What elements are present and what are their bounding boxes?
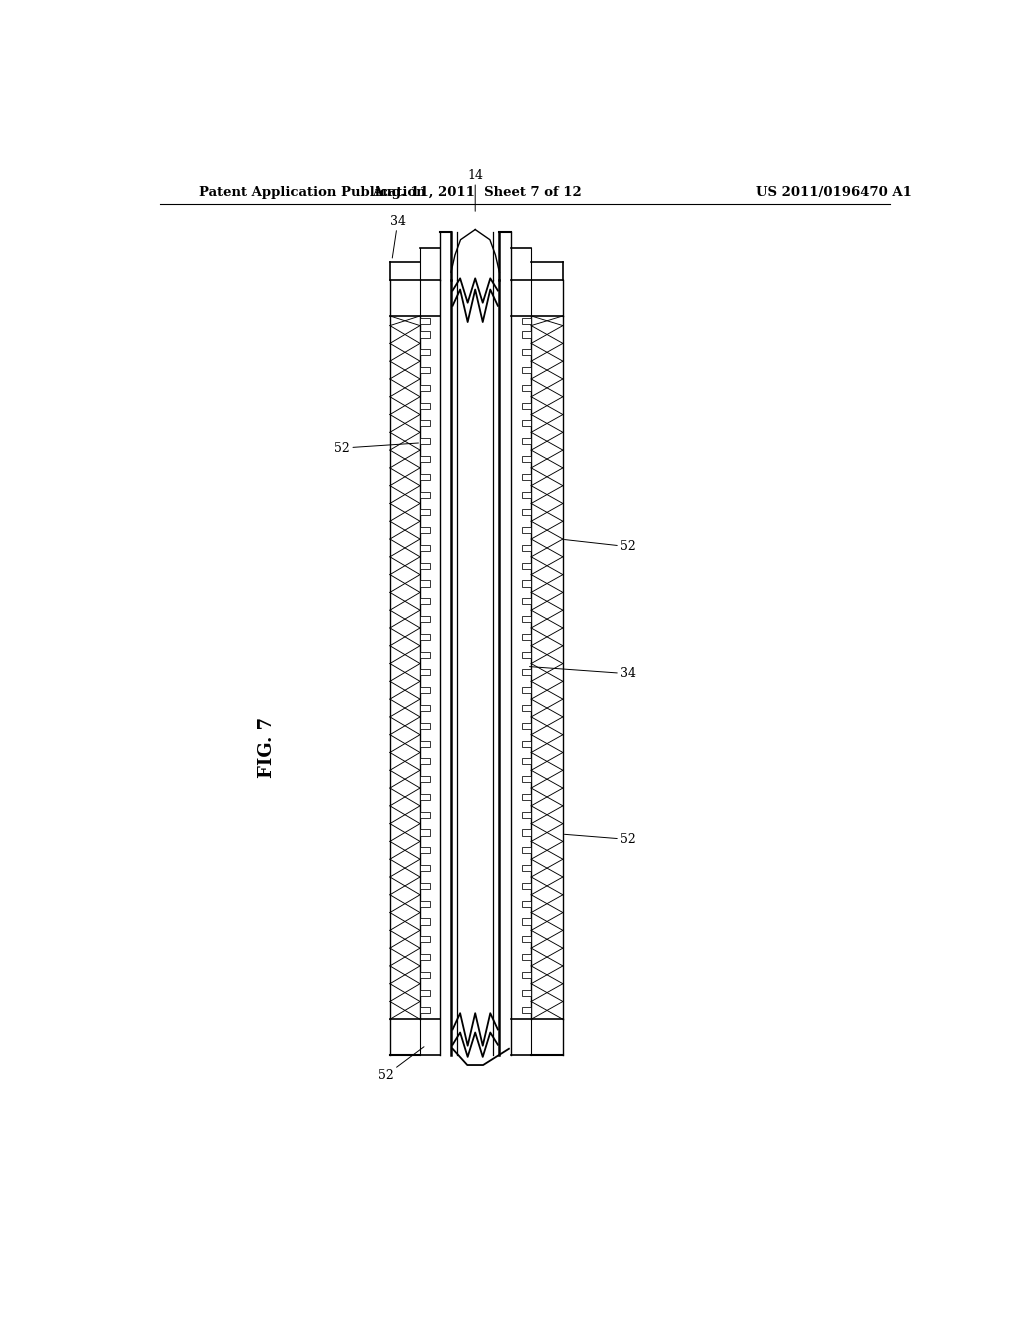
Bar: [521, 652, 531, 657]
Bar: [521, 972, 531, 978]
Bar: [521, 491, 531, 498]
Text: Patent Application Publication: Patent Application Publication: [200, 186, 426, 199]
Bar: [521, 562, 531, 569]
Bar: [420, 562, 430, 569]
Bar: [420, 741, 430, 747]
Bar: [521, 954, 531, 960]
Bar: [521, 758, 531, 764]
Bar: [521, 385, 531, 391]
Bar: [420, 883, 430, 888]
Bar: [420, 491, 430, 498]
Bar: [420, 812, 430, 818]
Text: 34: 34: [390, 215, 406, 257]
Text: Aug. 11, 2011  Sheet 7 of 12: Aug. 11, 2011 Sheet 7 of 12: [373, 186, 582, 199]
Bar: [420, 936, 430, 942]
Bar: [521, 318, 531, 323]
Bar: [521, 705, 531, 711]
Bar: [521, 527, 531, 533]
Bar: [521, 812, 531, 818]
Bar: [420, 350, 430, 355]
Bar: [420, 954, 430, 960]
Bar: [521, 455, 531, 462]
Bar: [420, 919, 430, 924]
Bar: [420, 847, 430, 853]
Bar: [420, 367, 430, 374]
Bar: [420, 510, 430, 515]
Bar: [521, 331, 531, 338]
Bar: [521, 350, 531, 355]
Bar: [420, 793, 430, 800]
Bar: [521, 776, 531, 783]
Bar: [521, 598, 531, 605]
Bar: [420, 723, 430, 729]
Text: 52: 52: [378, 1047, 424, 1081]
Text: US 2011/0196470 A1: US 2011/0196470 A1: [757, 186, 912, 199]
Bar: [420, 972, 430, 978]
Bar: [420, 385, 430, 391]
Bar: [420, 438, 430, 445]
Bar: [420, 829, 430, 836]
Bar: [420, 616, 430, 622]
Bar: [521, 847, 531, 853]
Bar: [521, 474, 531, 480]
Bar: [420, 652, 430, 657]
Bar: [521, 403, 531, 409]
Bar: [420, 758, 430, 764]
Bar: [521, 900, 531, 907]
Bar: [521, 634, 531, 640]
Bar: [521, 545, 531, 550]
Bar: [420, 776, 430, 783]
Bar: [521, 669, 531, 676]
Bar: [420, 420, 430, 426]
Bar: [420, 545, 430, 550]
Text: 52: 52: [564, 540, 636, 553]
Bar: [420, 705, 430, 711]
Bar: [420, 403, 430, 409]
Text: 52: 52: [564, 833, 636, 846]
Bar: [521, 793, 531, 800]
Bar: [521, 919, 531, 924]
Text: FIG. 7: FIG. 7: [258, 717, 275, 779]
Bar: [521, 438, 531, 445]
Bar: [420, 581, 430, 586]
Bar: [420, 455, 430, 462]
Bar: [521, 1007, 531, 1014]
Bar: [521, 865, 531, 871]
Bar: [420, 1007, 430, 1014]
Bar: [420, 474, 430, 480]
Bar: [420, 990, 430, 995]
Bar: [420, 318, 430, 323]
Bar: [521, 829, 531, 836]
Bar: [521, 420, 531, 426]
Bar: [420, 331, 430, 338]
Bar: [420, 598, 430, 605]
Bar: [420, 900, 430, 907]
Bar: [521, 741, 531, 747]
Bar: [420, 527, 430, 533]
Bar: [521, 936, 531, 942]
Text: 34: 34: [529, 667, 636, 680]
Bar: [521, 510, 531, 515]
Bar: [420, 669, 430, 676]
Bar: [521, 581, 531, 586]
Bar: [521, 883, 531, 888]
Bar: [521, 688, 531, 693]
Bar: [521, 723, 531, 729]
Bar: [420, 688, 430, 693]
Bar: [521, 990, 531, 995]
Bar: [420, 865, 430, 871]
Bar: [521, 616, 531, 622]
Bar: [420, 634, 430, 640]
Text: 52: 52: [335, 442, 419, 454]
Text: 14: 14: [467, 169, 483, 211]
Bar: [521, 367, 531, 374]
